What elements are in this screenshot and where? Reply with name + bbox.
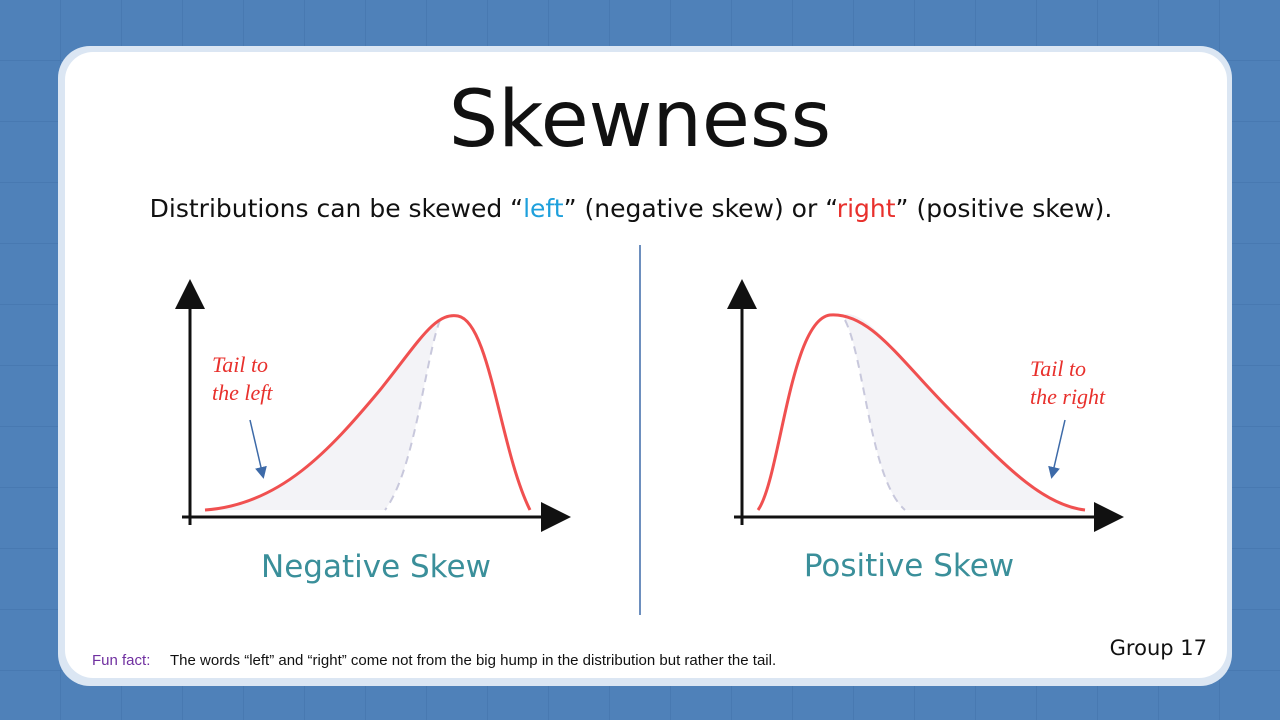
positive-skew-figure: Tail to the right Positive Skew xyxy=(727,279,1124,584)
curve xyxy=(756,313,1086,512)
caption: Negative Skew xyxy=(261,549,491,585)
curve xyxy=(204,314,532,512)
caption: Positive Skew xyxy=(804,548,1014,584)
title: Skewness xyxy=(449,75,831,165)
subtitle-left: left xyxy=(523,194,564,223)
subtitle-part: Distributions can be skewed “ xyxy=(150,194,523,223)
fun-fact-text: The words “left” and “right” come not fr… xyxy=(170,652,776,669)
subtitle-right: right xyxy=(837,194,896,223)
annotation: the right xyxy=(1030,384,1106,409)
annotation: Tail to xyxy=(1030,356,1086,381)
negative-skew-figure: Tail to the left Negative Skew xyxy=(175,279,571,585)
pointer xyxy=(1048,419,1066,479)
dashed-curve xyxy=(844,319,906,511)
subtitle-part: ” (positive skew). xyxy=(896,194,1113,223)
annotation: Tail to xyxy=(212,352,268,377)
annotation: the left xyxy=(212,380,273,405)
dashed-curve xyxy=(384,319,441,511)
group-label: Group 17 xyxy=(1110,636,1207,660)
subtitle-part: ” (negative skew) or “ xyxy=(564,194,837,223)
pointer xyxy=(249,419,267,479)
card xyxy=(65,52,1227,678)
area xyxy=(205,315,458,510)
fun-fact-label: Fun fact: xyxy=(92,652,150,669)
subtitle: Distributions can be skewed “left” (nega… xyxy=(150,194,1113,223)
